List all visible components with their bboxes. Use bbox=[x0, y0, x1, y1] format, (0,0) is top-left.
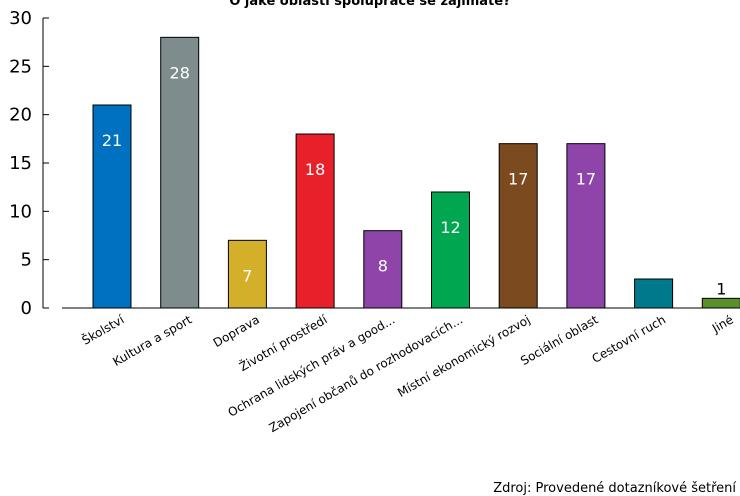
y-tick-label: 30 bbox=[9, 8, 32, 29]
bars: 21 28 7 18 8 12 17 17 3 1 bbox=[92, 36, 740, 324]
bar-value-label: 18 bbox=[305, 160, 325, 179]
bar-value-label: 8 bbox=[378, 257, 388, 276]
y-tick-label: 0 bbox=[21, 298, 32, 319]
y-tick-label: 25 bbox=[9, 56, 32, 77]
bar-value-label: 28 bbox=[170, 63, 190, 82]
bar-value-label: 12 bbox=[440, 218, 460, 237]
bar bbox=[498, 143, 538, 309]
bar-value-label: 21 bbox=[102, 131, 122, 150]
category-label: Jiné bbox=[709, 312, 736, 336]
category-label: Místní ekonomický rozvoj bbox=[395, 312, 533, 399]
bar-value-label: 7 bbox=[242, 266, 252, 285]
bar-value-label: 17 bbox=[508, 170, 528, 189]
bar bbox=[566, 143, 606, 309]
bar bbox=[227, 239, 267, 309]
bar-value-label: 17 bbox=[576, 170, 596, 189]
bar bbox=[431, 191, 470, 309]
category-label: Cestovní ruch bbox=[590, 312, 669, 365]
y-tick-label: 20 bbox=[9, 105, 32, 126]
y-tick-label: 5 bbox=[21, 250, 32, 271]
bar bbox=[634, 278, 674, 309]
category-label: Školství bbox=[79, 311, 127, 347]
bar bbox=[295, 133, 335, 309]
y-tick-label: 15 bbox=[9, 153, 32, 174]
category-label: Sociální oblast bbox=[518, 312, 601, 368]
category-label: Doprava bbox=[211, 312, 262, 350]
y-tick-label: 10 bbox=[9, 201, 32, 222]
bar bbox=[363, 230, 403, 309]
source-note: Zdroj: Provedené dotazníkové šetření bbox=[493, 481, 736, 496]
bar-value-label: 1 bbox=[716, 279, 726, 298]
bar-value-label: 3 bbox=[649, 305, 659, 324]
bar bbox=[701, 297, 740, 309]
bar bbox=[92, 104, 132, 309]
chart-title: O jaké oblasti spolupráce se zajímate? bbox=[229, 0, 510, 9]
bar bbox=[160, 36, 200, 309]
